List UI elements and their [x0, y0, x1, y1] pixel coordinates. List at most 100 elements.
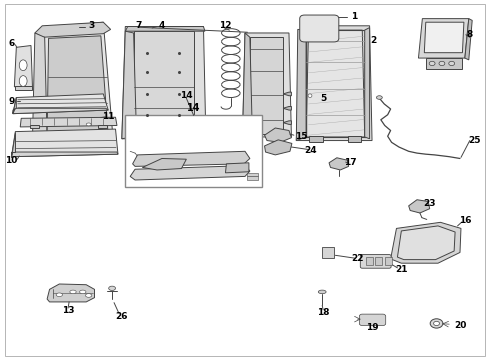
- FancyBboxPatch shape: [300, 15, 339, 42]
- Polygon shape: [32, 33, 47, 140]
- Ellipse shape: [56, 293, 63, 297]
- Bar: [375, 257, 382, 265]
- Polygon shape: [30, 126, 39, 128]
- Ellipse shape: [19, 60, 27, 71]
- Text: 9: 9: [8, 96, 15, 105]
- Text: 26: 26: [116, 312, 128, 321]
- Text: 18: 18: [317, 308, 329, 317]
- Text: 7: 7: [136, 21, 142, 30]
- Polygon shape: [306, 30, 365, 137]
- Bar: [247, 173, 258, 176]
- Bar: [327, 35, 338, 39]
- Ellipse shape: [79, 290, 86, 294]
- Text: 15: 15: [295, 132, 307, 141]
- Ellipse shape: [19, 76, 27, 86]
- Text: 24: 24: [305, 146, 318, 155]
- Polygon shape: [133, 151, 250, 166]
- Text: 21: 21: [395, 265, 408, 274]
- Polygon shape: [424, 22, 464, 53]
- Polygon shape: [47, 36, 108, 135]
- Text: 12: 12: [219, 21, 232, 30]
- Polygon shape: [11, 129, 118, 157]
- Text: 25: 25: [468, 136, 481, 145]
- Polygon shape: [283, 121, 292, 125]
- Polygon shape: [47, 284, 95, 302]
- Polygon shape: [265, 140, 292, 155]
- Polygon shape: [13, 98, 16, 114]
- Polygon shape: [134, 31, 194, 135]
- Text: 11: 11: [102, 112, 115, 121]
- Ellipse shape: [109, 286, 116, 291]
- Ellipse shape: [439, 61, 445, 66]
- Ellipse shape: [449, 61, 455, 66]
- Text: 4: 4: [159, 21, 165, 30]
- Text: 14: 14: [187, 103, 200, 113]
- Polygon shape: [47, 135, 111, 140]
- Bar: [184, 137, 196, 142]
- Polygon shape: [143, 158, 186, 170]
- Polygon shape: [122, 27, 206, 139]
- Text: 16: 16: [459, 216, 471, 225]
- Polygon shape: [296, 30, 306, 140]
- FancyBboxPatch shape: [360, 255, 391, 268]
- Polygon shape: [409, 200, 430, 213]
- Polygon shape: [32, 22, 113, 140]
- Polygon shape: [283, 92, 292, 96]
- Polygon shape: [250, 37, 283, 134]
- FancyBboxPatch shape: [359, 314, 386, 325]
- Ellipse shape: [318, 290, 326, 294]
- Polygon shape: [13, 94, 108, 114]
- Polygon shape: [225, 163, 249, 173]
- Text: 1: 1: [351, 12, 357, 21]
- Bar: [135, 137, 147, 142]
- Text: 19: 19: [366, 323, 378, 332]
- Polygon shape: [329, 158, 348, 170]
- Bar: [322, 247, 334, 258]
- Polygon shape: [303, 91, 318, 101]
- Ellipse shape: [308, 94, 312, 98]
- Polygon shape: [125, 27, 205, 31]
- Polygon shape: [14, 45, 32, 87]
- Bar: [247, 176, 258, 180]
- Text: 20: 20: [454, 321, 466, 330]
- Polygon shape: [365, 28, 369, 139]
- Ellipse shape: [85, 294, 92, 297]
- Text: 3: 3: [88, 21, 94, 30]
- Polygon shape: [243, 33, 252, 137]
- Polygon shape: [11, 132, 15, 157]
- Polygon shape: [20, 117, 117, 127]
- Ellipse shape: [429, 61, 435, 66]
- Ellipse shape: [376, 96, 382, 99]
- Polygon shape: [426, 58, 463, 69]
- Ellipse shape: [434, 321, 440, 325]
- Polygon shape: [465, 19, 472, 60]
- Polygon shape: [309, 136, 323, 142]
- Polygon shape: [130, 166, 250, 180]
- Text: 23: 23: [423, 199, 436, 208]
- Text: 2: 2: [370, 36, 376, 45]
- Bar: [385, 257, 392, 265]
- Polygon shape: [122, 31, 137, 139]
- Text: 5: 5: [320, 94, 326, 103]
- Polygon shape: [391, 222, 461, 263]
- Polygon shape: [397, 226, 455, 260]
- Polygon shape: [13, 108, 108, 114]
- Text: 13: 13: [62, 306, 74, 315]
- Polygon shape: [243, 33, 292, 137]
- Text: 22: 22: [351, 255, 364, 264]
- Bar: [366, 257, 373, 265]
- Ellipse shape: [86, 123, 91, 126]
- Ellipse shape: [70, 290, 76, 294]
- Polygon shape: [283, 107, 292, 110]
- Text: 14: 14: [180, 91, 193, 100]
- Polygon shape: [418, 19, 469, 58]
- Text: 10: 10: [5, 156, 18, 165]
- Ellipse shape: [430, 319, 443, 328]
- Bar: [327, 41, 338, 44]
- Text: 8: 8: [466, 30, 473, 39]
- Polygon shape: [265, 128, 292, 142]
- Polygon shape: [347, 136, 361, 142]
- Text: 6: 6: [8, 39, 15, 48]
- Polygon shape: [98, 126, 107, 128]
- Bar: [125, 116, 262, 187]
